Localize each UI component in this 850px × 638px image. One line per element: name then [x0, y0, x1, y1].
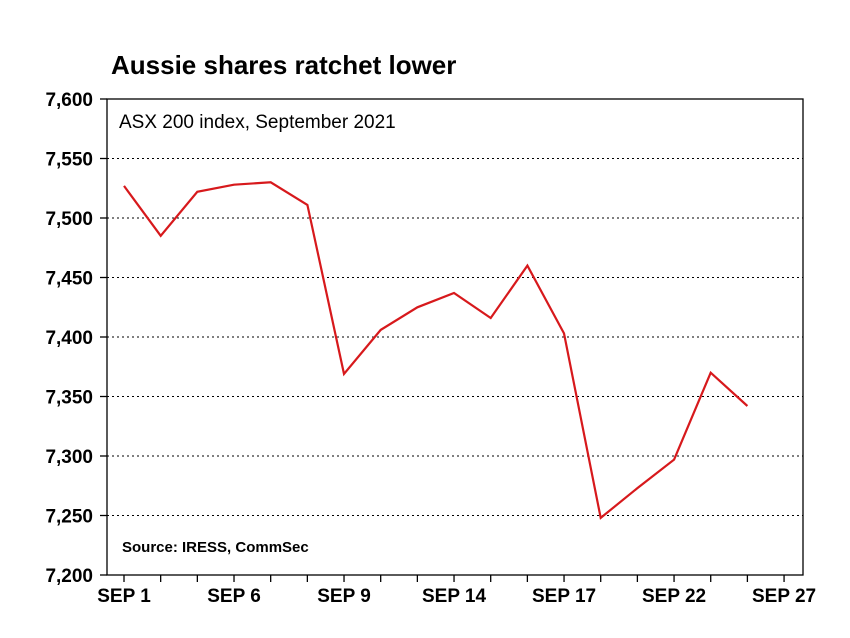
- x-tick-label: SEP 22: [642, 586, 706, 607]
- chart-subtitle: ASX 200 index, September 2021: [119, 112, 396, 133]
- grid: [107, 158, 803, 516]
- source-note: Source: IRESS, CommSec: [122, 539, 309, 556]
- y-tick-label: 7,200: [45, 566, 93, 587]
- y-tick-label: 7,550: [45, 150, 93, 171]
- series-line: [123, 181, 749, 520]
- x-tick-label: SEP 6: [207, 586, 261, 607]
- y-tick-label: 7,300: [45, 447, 93, 468]
- x-axis: SEP 1 SEP 6 SEP 9 SEP 14 SEP 17 SEP 22 SEP 27: [97, 575, 816, 607]
- x-tick-label: SEP 17: [532, 586, 596, 607]
- y-tick-label: 7,600: [45, 90, 93, 111]
- y-tick-label: 7,350: [45, 388, 93, 409]
- y-axis: 7,200 7,250 7,300 7,350 7,400 7,450 7,500 7,550…: [45, 90, 107, 587]
- x-tick-label: SEP 14: [422, 586, 487, 607]
- chart-title: Aussie shares ratchet lower: [111, 50, 456, 80]
- y-tick-label: 7,450: [45, 269, 93, 290]
- x-tick-label: SEP 27: [752, 586, 816, 607]
- y-tick-label: 7,250: [45, 507, 93, 528]
- y-tick-label: 7,500: [45, 209, 93, 230]
- x-tick-label: SEP 9: [317, 586, 371, 607]
- series-layer: [123, 181, 749, 520]
- x-tick-label: SEP 1: [97, 586, 151, 607]
- y-tick-label: 7,400: [45, 328, 93, 349]
